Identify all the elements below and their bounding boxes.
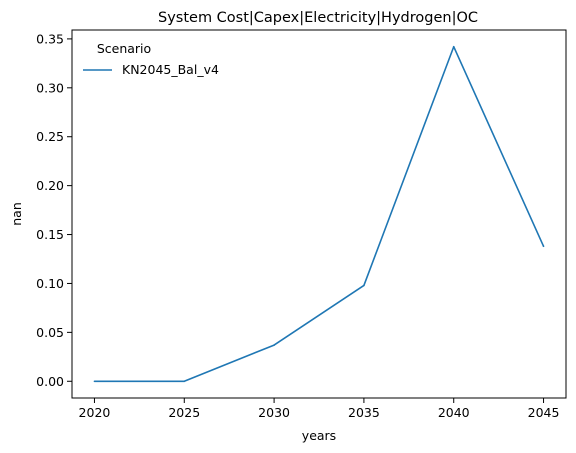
data-point	[363, 284, 365, 287]
x-tick-label: 2025	[168, 405, 200, 420]
y-tick-label: 0.35	[36, 31, 64, 46]
data-point	[183, 380, 186, 383]
plot-area-frame	[71, 29, 567, 399]
chart-title: System Cost|Capex|Electricity|Hydrogen|O…	[158, 10, 478, 26]
y-tick-label: 0.30	[36, 80, 64, 95]
data-point	[452, 45, 455, 48]
y-tick-label: 0.20	[36, 178, 64, 193]
x-tick-label: 2035	[348, 405, 380, 420]
data-point	[273, 344, 275, 346]
legend-entry-kn2045-bal-v4: KN2045_Bal_v4	[122, 62, 219, 77]
y-tick-label: 0.05	[36, 325, 64, 340]
y-axis: 0.00 0.05 0.10 0.15 0.20 0.25 0.30 0.35	[36, 31, 72, 389]
y-tick-label: 0.00	[36, 374, 64, 389]
x-tick-label: 2020	[79, 405, 111, 420]
x-axis-label: years	[302, 428, 336, 443]
series-layer	[93, 45, 545, 383]
legend: Scenario KN2045_Bal_v4	[83, 41, 219, 77]
legend-title: Scenario	[97, 41, 151, 56]
x-axis: 2020 2025 2030 2035 2040 2045	[79, 398, 560, 420]
y-tick-label: 0.15	[36, 227, 64, 242]
series-line-kn2045-bal-v4	[94, 45, 545, 383]
x-tick-label: 2030	[258, 405, 290, 420]
y-axis-label: nan	[9, 202, 24, 226]
y-tick-label: 0.25	[36, 129, 64, 144]
x-tick-label: 2040	[438, 405, 470, 420]
data-point	[542, 245, 545, 248]
data-point	[93, 380, 96, 383]
x-tick-label: 2045	[528, 405, 560, 420]
y-tick-label: 0.10	[36, 276, 64, 291]
